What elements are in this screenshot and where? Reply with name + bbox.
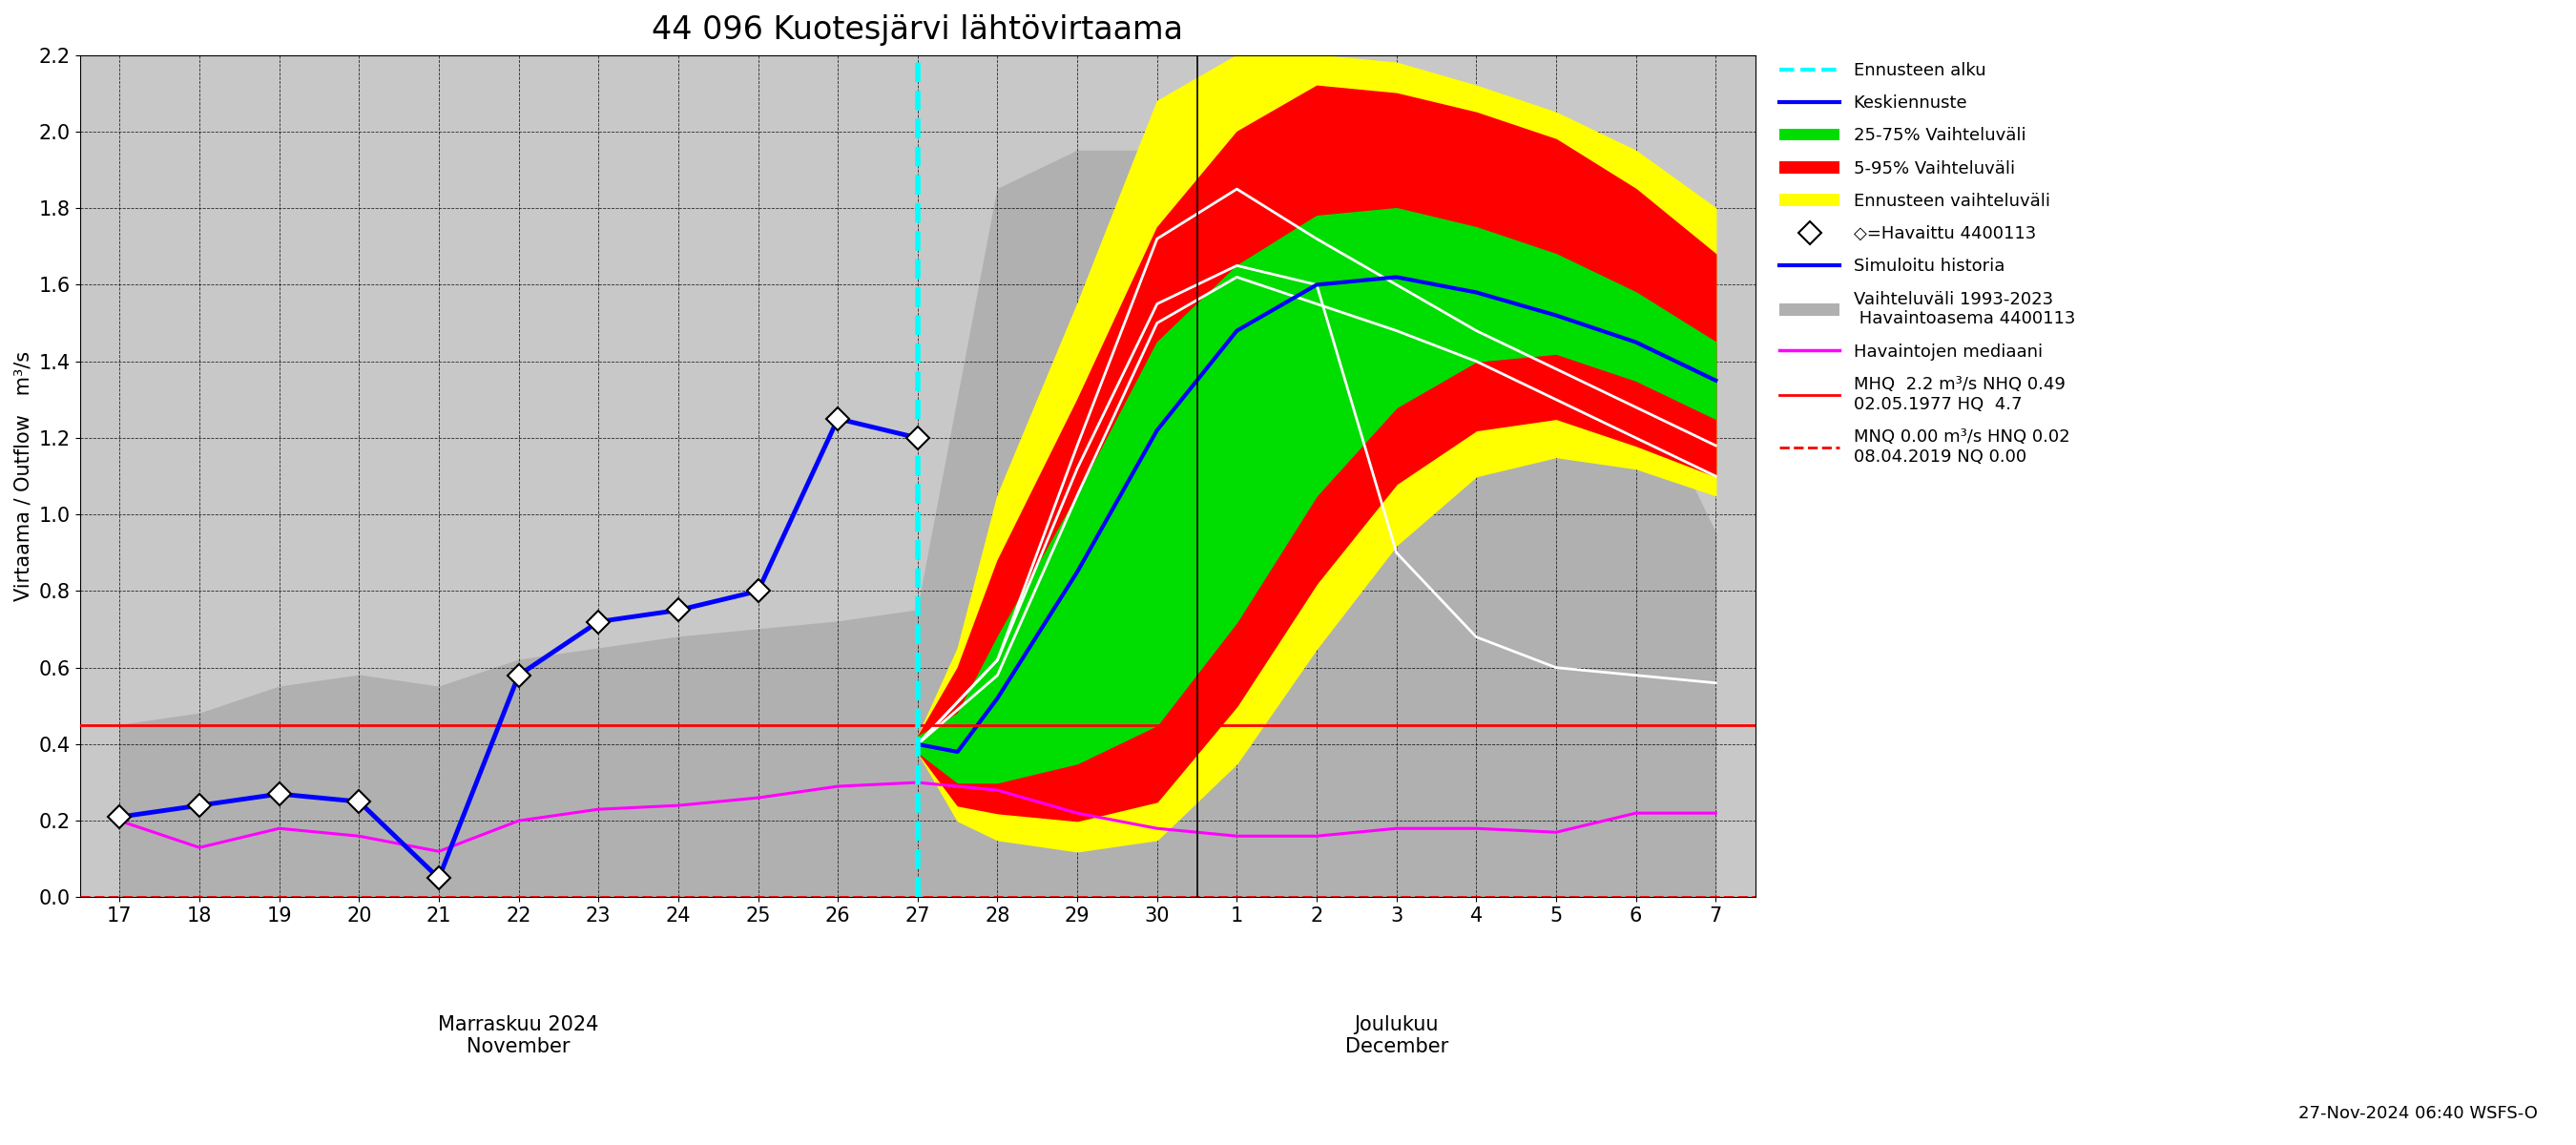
Title: 44 096 Kuotesjärvi lähtövirtaama: 44 096 Kuotesjärvi lähtövirtaama — [652, 14, 1182, 46]
Y-axis label: Virtaama / Outflow   m³/s: Virtaama / Outflow m³/s — [15, 352, 33, 601]
Text: Marraskuu 2024
November: Marraskuu 2024 November — [438, 1016, 600, 1057]
Legend: Ennusteen alku, Keskiennuste, 25-75% Vaihteluväli, 5-95% Vaihteluväli, Ennusteen: Ennusteen alku, Keskiennuste, 25-75% Vai… — [1772, 55, 2081, 473]
Text: Joulukuu
December: Joulukuu December — [1345, 1016, 1448, 1057]
Text: 27-Nov-2024 06:40 WSFS-O: 27-Nov-2024 06:40 WSFS-O — [2298, 1105, 2537, 1122]
